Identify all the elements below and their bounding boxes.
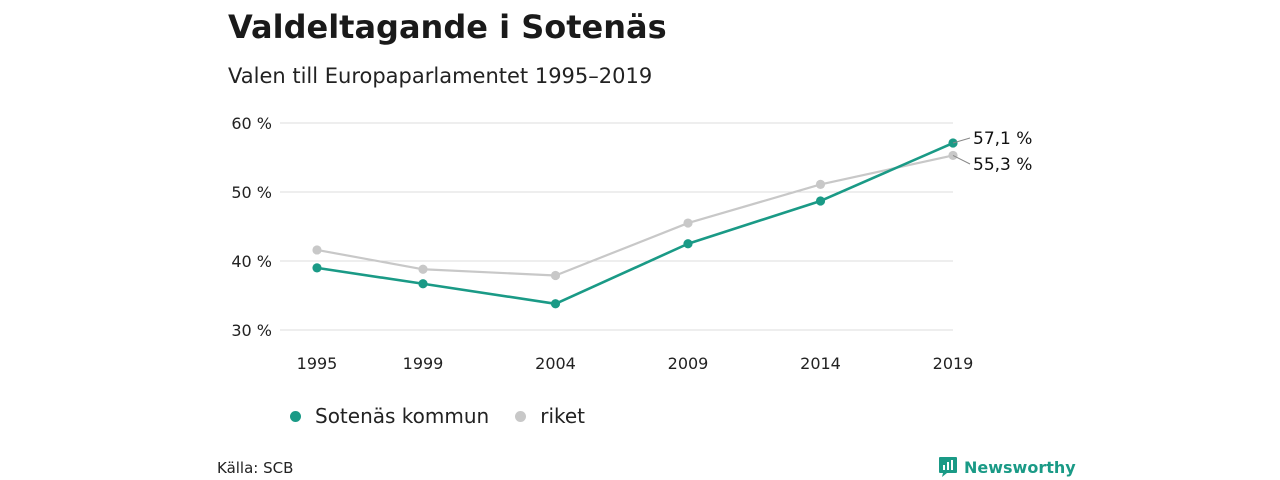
data-point-sotenas xyxy=(312,263,322,273)
data-point-sotenas xyxy=(418,279,428,289)
x-tick-label: 2004 xyxy=(535,354,576,373)
y-tick-label: 40 % xyxy=(231,252,272,271)
data-point-riket xyxy=(550,270,561,281)
y-tick-label: 30 % xyxy=(231,321,272,340)
data-point-riket xyxy=(683,218,693,228)
end-label-leader xyxy=(952,154,971,165)
end-value-label-riket: 55,3 % xyxy=(973,155,1032,175)
brand-logo: Newsworthy xyxy=(938,456,1076,478)
x-tick-label: 1995 xyxy=(297,354,338,373)
legend-item-sotenas: Sotenäs kommun xyxy=(290,404,489,428)
chart-subtitle: Valen till Europaparlamentet 1995–2019 xyxy=(228,64,653,88)
end-value-label-sotenas: 57,1 % xyxy=(973,129,1032,149)
bar-chart-logo-icon xyxy=(939,457,957,477)
data-point-riket xyxy=(418,264,428,274)
legend-swatch-riket xyxy=(515,410,527,422)
y-tick-label: 50 % xyxy=(231,183,272,202)
data-point-sotenas xyxy=(683,239,693,249)
series-line-sotenas xyxy=(316,141,954,306)
brand-name: Newsworthy xyxy=(964,457,1076,477)
legend: Sotenäs kommun riket xyxy=(290,404,585,428)
x-tick-label: 2009 xyxy=(668,354,709,373)
x-tick-label: 1999 xyxy=(403,354,444,373)
legend-item-riket: riket xyxy=(515,404,585,428)
y-tick-label: 60 % xyxy=(231,114,272,133)
data-point-sotenas xyxy=(550,299,561,309)
series-line-riket xyxy=(316,154,954,277)
x-tick-label: 2019 xyxy=(933,354,974,373)
data-point-riket xyxy=(312,245,322,255)
legend-label-riket: riket xyxy=(540,404,586,428)
data-point-sotenas xyxy=(815,196,826,206)
line-chart: 30 % 40 % 50 % 60 % 1995 1999 2004 2009 2014 2019… xyxy=(231,114,1032,373)
end-label-leader xyxy=(952,137,971,144)
legend-swatch-sotenas xyxy=(290,410,301,422)
source-note: Källa: SCB xyxy=(217,459,294,477)
chart-title: Valdeltagande i Sotenäs xyxy=(228,8,667,46)
x-tick-label: 2014 xyxy=(800,354,841,373)
data-point-riket xyxy=(815,179,826,190)
legend-label-sotenas: Sotenäs kommun xyxy=(315,404,490,428)
